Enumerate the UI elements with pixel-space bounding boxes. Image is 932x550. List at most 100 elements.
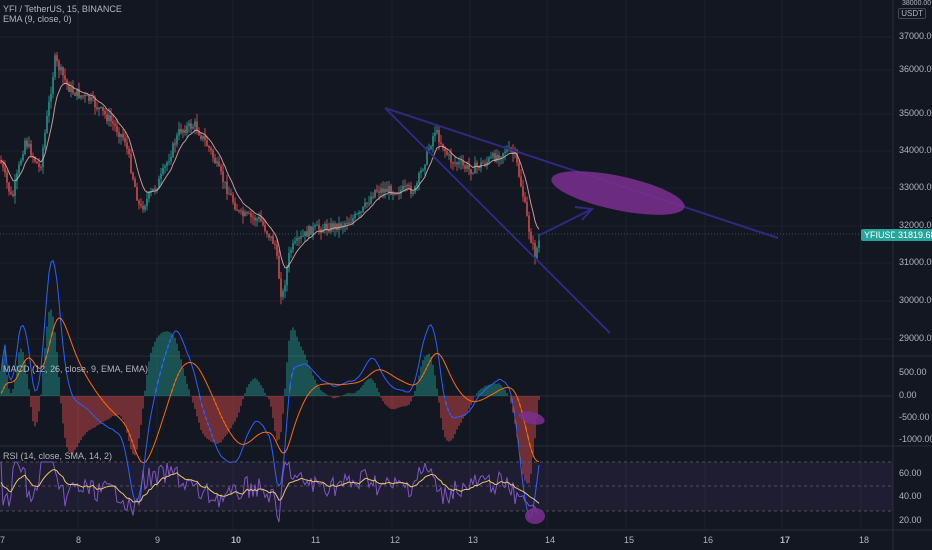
candle-body <box>2 163 4 168</box>
macd-histogram-bar <box>176 343 178 396</box>
macd-histogram-bar <box>292 327 294 396</box>
macd-histogram-bar <box>10 393 12 396</box>
candle-body <box>208 146 210 148</box>
macd-histogram-bar <box>448 396 450 442</box>
candle-body <box>214 157 216 164</box>
macd-histogram-bar <box>112 396 114 417</box>
candle-body <box>4 167 6 173</box>
macd-histogram-bar <box>336 396 338 398</box>
rsi-title[interactable]: RSI (14, close, SMA, 14, 2) <box>3 451 113 461</box>
candle-body <box>26 140 28 147</box>
rsi-axis-label: 40.00 <box>899 491 922 501</box>
macd-histogram-bar <box>136 396 138 450</box>
candle-body <box>286 267 288 286</box>
candle-body <box>134 179 136 187</box>
macd-histogram-bar <box>322 392 324 396</box>
macd-histogram-bar <box>434 375 436 396</box>
candle-body <box>404 185 406 187</box>
candle-body <box>256 218 258 221</box>
macd-histogram-bar <box>84 396 86 435</box>
macd-histogram-bar <box>364 382 366 396</box>
candle-body <box>292 242 294 250</box>
macd-histogram-bar <box>40 394 42 396</box>
macd-histogram-bar <box>16 365 18 396</box>
macd-histogram-bar <box>522 396 524 475</box>
candle-body <box>444 148 446 151</box>
candle-body <box>58 61 60 71</box>
candle-body <box>476 162 478 167</box>
candle-body <box>44 132 46 148</box>
candle-body <box>338 223 340 230</box>
candle-body <box>140 204 142 206</box>
macd-histogram-bar <box>510 396 512 404</box>
macd-histogram-bar <box>346 393 348 396</box>
candle-body <box>520 176 522 187</box>
macd-histogram-bar <box>24 360 26 396</box>
candle-body <box>188 123 190 127</box>
candle-body <box>372 196 374 198</box>
candle-body <box>332 223 334 230</box>
candle-body <box>456 162 458 165</box>
candle-body <box>424 164 426 170</box>
macd-histogram-bar <box>360 387 362 396</box>
candle-body <box>244 212 246 217</box>
rsi-axis-label: 20.00 <box>899 515 922 525</box>
candle-body <box>112 121 114 124</box>
currency-badge[interactable]: USDT <box>898 8 926 19</box>
ema-indicator-label[interactable]: EMA (9, close, 0) <box>3 14 72 24</box>
candle-body <box>240 210 242 212</box>
macd-title[interactable]: MACD (12, 26, close, 9, EMA, EMA) <box>3 364 149 374</box>
macd-histogram-bar <box>304 354 306 396</box>
macd-histogram-bar <box>410 396 412 402</box>
macd-histogram-bar <box>264 392 266 396</box>
candle-body <box>412 192 414 195</box>
macd-histogram-bar <box>170 332 172 396</box>
time-axis-label: 15 <box>624 535 635 545</box>
candle-body <box>438 129 440 143</box>
candle-body <box>434 132 436 137</box>
candle-body <box>462 161 464 166</box>
candle-body <box>274 243 276 245</box>
macd-histogram-bar <box>118 396 120 415</box>
candle-body <box>10 191 12 195</box>
macd-histogram-bar <box>154 341 156 396</box>
macd-histogram-bar <box>308 365 310 396</box>
macd-histogram-bar <box>302 350 304 396</box>
macd-axis-label: -500.00 <box>899 412 930 422</box>
macd-histogram-bar <box>182 368 184 396</box>
macd-histogram-bar <box>34 396 36 427</box>
macd-histogram-bar <box>168 331 170 396</box>
macd-histogram-bar <box>326 394 328 396</box>
candle-body <box>506 149 508 152</box>
macd-histogram-bar <box>262 388 264 396</box>
macd-histogram-bar <box>46 326 48 396</box>
macd-histogram-bar <box>188 389 190 396</box>
macd-histogram-bar <box>524 396 526 481</box>
candle-body <box>324 223 326 230</box>
macd-histogram-bar <box>492 384 494 396</box>
candle-body <box>108 115 110 122</box>
macd-histogram-bar <box>96 396 98 426</box>
candle-body <box>34 157 36 162</box>
macd-histogram-bar <box>406 396 408 406</box>
candle-body <box>336 223 338 230</box>
candle-body <box>534 243 536 259</box>
macd-histogram-bar <box>396 396 398 409</box>
time-axis-label: 7 <box>0 535 6 545</box>
candle-body <box>196 121 198 131</box>
rsi-line <box>0 460 540 523</box>
candle-body <box>242 210 244 217</box>
candle-body <box>498 155 500 159</box>
macd-histogram-bar <box>454 396 456 435</box>
candle-body <box>518 162 520 177</box>
candle-body <box>212 150 214 158</box>
macd-histogram-bar <box>316 383 318 396</box>
macd-histogram-bar <box>144 390 146 396</box>
macd-histogram-bar <box>152 346 154 396</box>
candle-body <box>516 150 518 163</box>
macd-histogram-bar <box>298 341 300 396</box>
macd-histogram-bar <box>4 349 6 396</box>
macd-histogram-bar <box>22 351 24 396</box>
macd-histogram-bar <box>266 396 268 398</box>
